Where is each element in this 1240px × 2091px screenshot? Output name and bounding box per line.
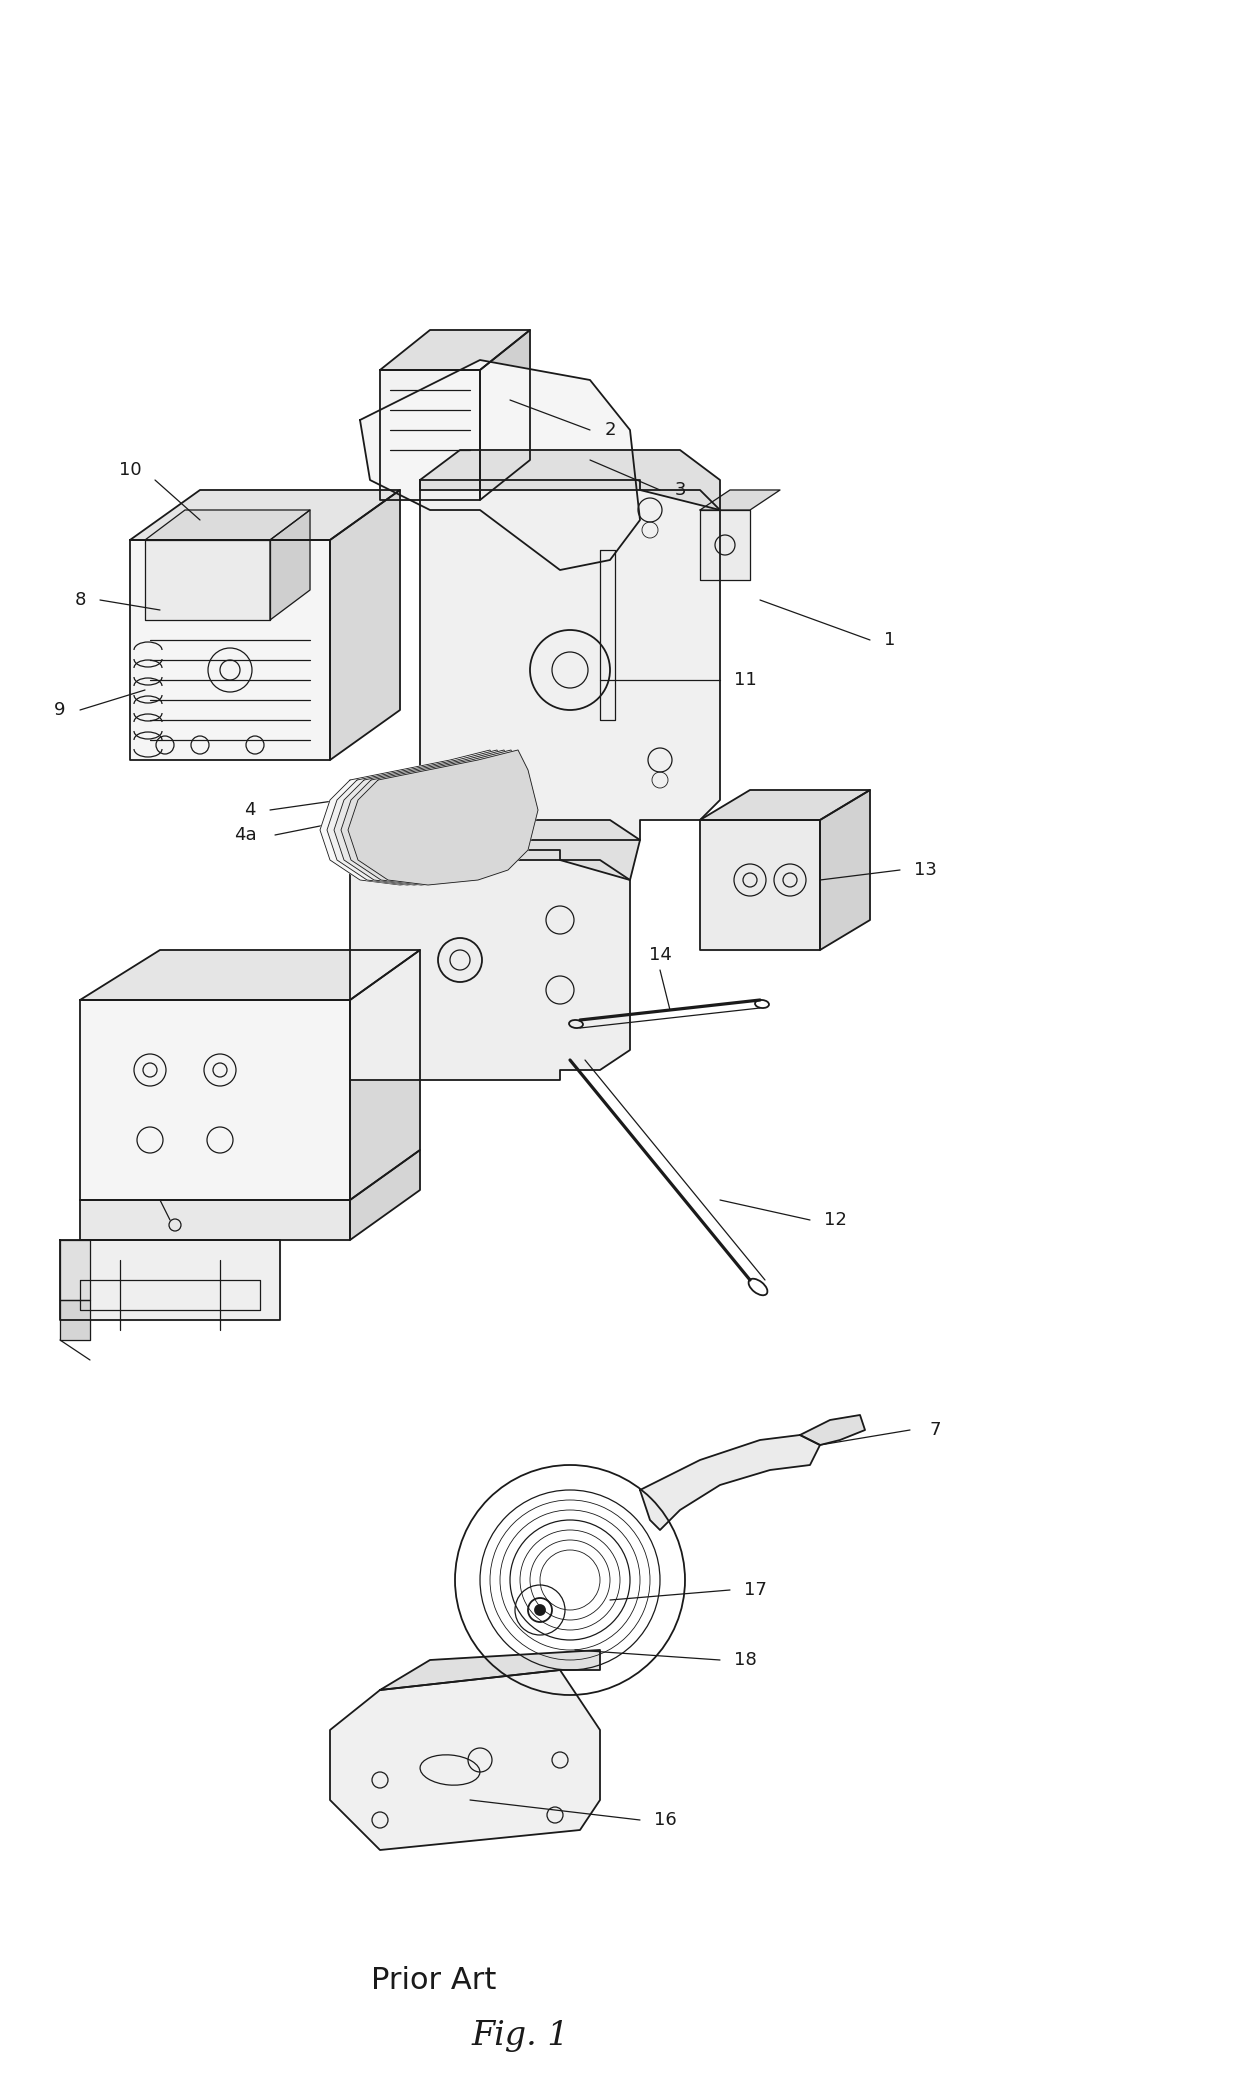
Circle shape — [495, 784, 505, 795]
Text: 3: 3 — [675, 481, 686, 500]
Polygon shape — [145, 510, 310, 539]
Polygon shape — [350, 820, 640, 880]
Text: Prior Art: Prior Art — [371, 1966, 497, 1995]
Text: 12: 12 — [823, 1211, 847, 1230]
Polygon shape — [379, 1650, 600, 1690]
Polygon shape — [701, 489, 780, 510]
Polygon shape — [327, 751, 517, 884]
Polygon shape — [320, 751, 510, 884]
Polygon shape — [360, 360, 640, 571]
Circle shape — [534, 1606, 546, 1614]
Polygon shape — [350, 1150, 420, 1240]
Polygon shape — [701, 790, 870, 820]
Polygon shape — [145, 539, 270, 621]
Polygon shape — [60, 1301, 91, 1340]
Text: 18: 18 — [734, 1652, 756, 1669]
Text: 11: 11 — [734, 671, 756, 690]
Polygon shape — [60, 1240, 280, 1319]
Polygon shape — [420, 450, 720, 510]
Polygon shape — [130, 539, 330, 759]
Polygon shape — [81, 1200, 350, 1240]
Text: 9: 9 — [55, 700, 66, 719]
Polygon shape — [60, 1240, 91, 1301]
Text: 14: 14 — [649, 945, 671, 964]
Polygon shape — [341, 751, 531, 884]
Text: 4: 4 — [244, 801, 255, 820]
Polygon shape — [350, 949, 420, 1200]
Polygon shape — [640, 1434, 820, 1531]
Text: 16: 16 — [653, 1811, 676, 1830]
Text: 2: 2 — [604, 420, 616, 439]
Polygon shape — [270, 510, 310, 621]
Polygon shape — [701, 820, 820, 949]
Text: 8: 8 — [74, 592, 86, 608]
Polygon shape — [480, 330, 529, 500]
Polygon shape — [81, 999, 350, 1200]
Polygon shape — [350, 851, 630, 1079]
Text: 10: 10 — [119, 460, 141, 479]
Polygon shape — [330, 489, 401, 759]
Circle shape — [423, 813, 436, 828]
Text: 7: 7 — [929, 1422, 941, 1439]
Text: 17: 17 — [744, 1581, 766, 1600]
Polygon shape — [348, 751, 538, 884]
Text: 4a: 4a — [233, 826, 257, 845]
Polygon shape — [330, 1671, 600, 1851]
Text: Fig. 1: Fig. 1 — [472, 2020, 569, 2051]
Polygon shape — [334, 751, 525, 884]
Polygon shape — [420, 481, 720, 841]
Polygon shape — [820, 790, 870, 949]
Polygon shape — [379, 330, 529, 370]
Text: 13: 13 — [914, 861, 936, 878]
Polygon shape — [379, 370, 480, 500]
Polygon shape — [81, 949, 420, 999]
Text: 1: 1 — [884, 631, 895, 648]
Polygon shape — [800, 1416, 866, 1445]
Polygon shape — [130, 489, 401, 539]
Polygon shape — [701, 510, 750, 579]
